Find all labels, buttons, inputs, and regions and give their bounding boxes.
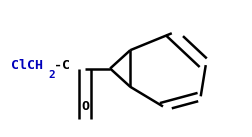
Text: O: O	[81, 100, 89, 113]
Text: ClCH: ClCH	[11, 59, 43, 72]
Text: -C: -C	[54, 59, 70, 72]
Text: 2: 2	[48, 70, 54, 80]
